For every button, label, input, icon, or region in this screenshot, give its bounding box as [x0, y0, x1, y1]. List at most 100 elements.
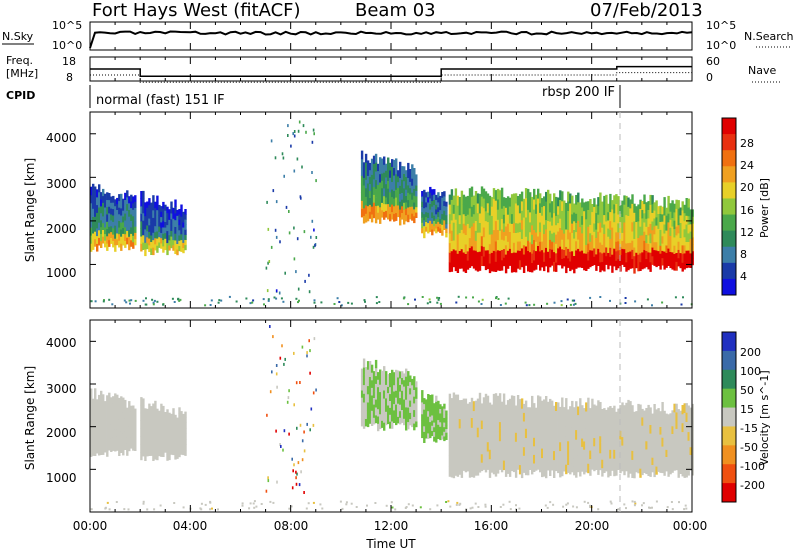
power-cell: [502, 257, 506, 267]
velocity-cell: [657, 439, 660, 449]
power-cell: [659, 205, 662, 214]
power-cell: [599, 261, 602, 273]
velocity-cell: [589, 458, 592, 468]
power-cell: [667, 195, 670, 205]
power-cell: [527, 230, 530, 241]
power-ytick-1000: 1000: [46, 266, 77, 280]
power-cell: [653, 210, 656, 219]
power-cell: [106, 221, 109, 230]
power-cbar-tick-20: 20: [740, 181, 754, 194]
power-cell: [533, 188, 536, 200]
velocity-cell: [573, 466, 576, 476]
velocity-cell: [441, 435, 444, 440]
velocity-cell: [100, 446, 103, 455]
velocity-cell: [435, 413, 438, 420]
power-cell: [595, 254, 598, 263]
velocity-cell: [162, 444, 165, 451]
velocity-cell: [663, 443, 666, 452]
velocity-cell: [516, 441, 520, 452]
power-cell: [647, 260, 650, 270]
velocity-cell: [653, 449, 656, 459]
velocity-cell: [120, 403, 123, 411]
velocity-cell: [439, 408, 442, 414]
velocity-cell: [362, 367, 366, 377]
power-cell: [563, 249, 566, 259]
velocity-cell: [124, 412, 127, 419]
velocity-cell: [431, 430, 434, 437]
velocity-colorbar-swatch: [722, 332, 736, 352]
power-cell: [235, 300, 238, 303]
velocity-cell: [104, 407, 107, 415]
velocity-cell: [549, 398, 552, 409]
power-cell: [114, 212, 117, 220]
velocity-cell: [126, 425, 129, 432]
velocity-cell: [490, 438, 494, 448]
power-cell: [507, 297, 510, 300]
velocity-cell: [421, 396, 424, 403]
power-cell: [423, 219, 426, 227]
power-cell: [448, 213, 452, 224]
velocity-cell: [180, 416, 183, 423]
velocity-cell: [315, 388, 317, 392]
power-cell: [439, 200, 442, 206]
power-cell: [423, 207, 426, 215]
power-cell: [529, 222, 532, 233]
velocity-cell: [577, 455, 580, 464]
power-cell: [613, 195, 616, 205]
velocity-cell: [557, 402, 560, 412]
noise-sky-line: [89, 30, 693, 49]
velocity-cell: [549, 418, 552, 429]
power-cell: [466, 241, 470, 252]
power-cell: [296, 157, 299, 161]
power-cell: [611, 236, 614, 246]
power-cell: [116, 227, 119, 234]
power-cell: [387, 196, 390, 205]
power-cell: [116, 203, 119, 210]
velocity-cell: [635, 433, 638, 442]
velocity-cell: [520, 408, 524, 419]
velocity-cell: [362, 358, 366, 368]
velocity-cell: [627, 428, 630, 439]
velocity-cell: [635, 449, 638, 458]
power-cell: [162, 220, 165, 228]
velocity-cell: [653, 413, 656, 423]
velocity-cell: [603, 464, 606, 473]
power-cell: [168, 229, 171, 236]
power-cell: [514, 262, 518, 273]
power-cell: [665, 260, 668, 268]
power-cell: [303, 230, 306, 234]
velocity-cell: [433, 436, 436, 442]
power-cell: [599, 202, 602, 213]
velocity-cell: [599, 435, 602, 445]
power-cell: [685, 198, 688, 208]
power-cell: [661, 235, 664, 244]
power-cell: [599, 212, 602, 223]
power-cell: [508, 240, 512, 249]
velocity-cell: [673, 403, 676, 413]
velocity-cell: [547, 418, 550, 428]
power-cell: [551, 257, 554, 266]
velocity-cell: [533, 445, 536, 455]
velocity-cell: [368, 361, 372, 370]
power-cell: [520, 257, 524, 268]
power-cell: [504, 226, 508, 236]
velocity-cell: [441, 422, 444, 428]
velocity-cell: [613, 467, 616, 477]
power-cell: [251, 301, 254, 304]
velocity-cell: [583, 441, 586, 450]
velocity-cell: [404, 507, 407, 509]
power-cell: [170, 236, 173, 243]
power-cell: [492, 260, 496, 272]
power-cell: [142, 299, 145, 302]
power-cell: [589, 241, 592, 251]
velocity-cell: [551, 426, 554, 436]
power-cell: [148, 224, 151, 232]
power-cell: [368, 176, 372, 185]
power-cell: [522, 244, 526, 255]
velocity-cell: [134, 408, 137, 415]
power-cell: [92, 233, 95, 242]
velocity-cell: [443, 412, 446, 418]
power-cell: [478, 203, 482, 214]
velocity-cell: [180, 438, 183, 444]
velocity-cell: [571, 427, 574, 437]
